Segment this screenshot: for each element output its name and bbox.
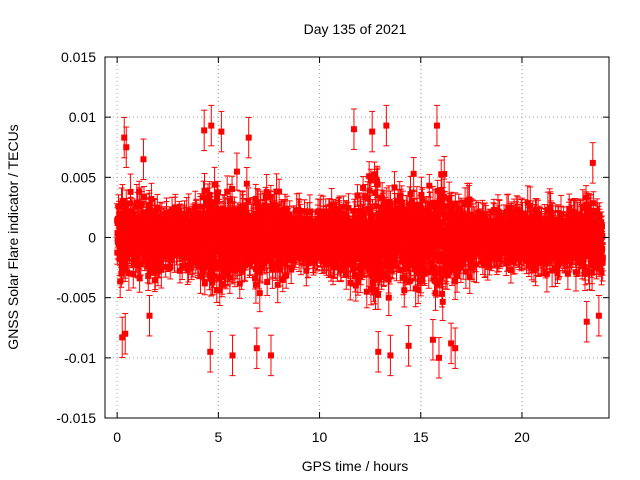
data-points: [114, 104, 606, 379]
chart-title: Day 135 of 2021: [304, 21, 407, 37]
